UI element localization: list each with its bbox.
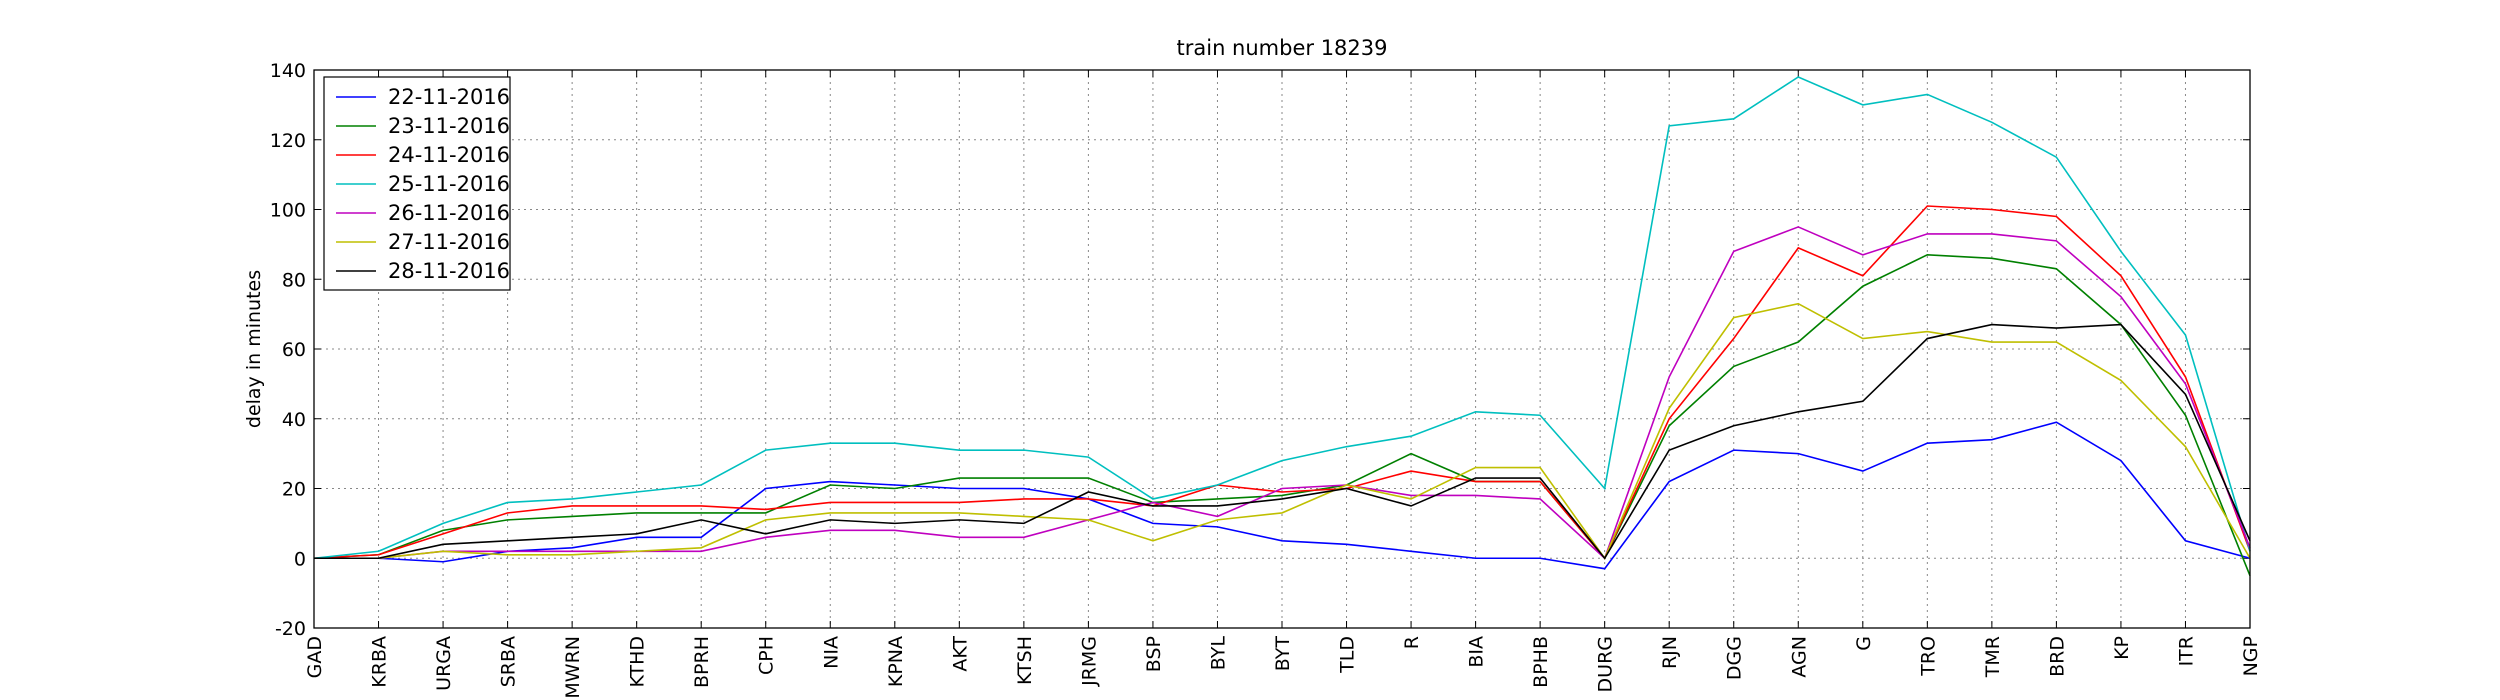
- x-tick-label: TRO: [1917, 636, 1939, 677]
- series-line: [314, 323, 2251, 560]
- series-line: [314, 302, 2251, 560]
- legend-label: 27-11-2016: [388, 230, 510, 254]
- legend-label: 25-11-2016: [388, 172, 510, 196]
- x-tick-label: ITR: [2175, 636, 2197, 666]
- x-tick-label: KPNA: [885, 636, 907, 687]
- x-tick-label: BRD: [2046, 636, 2068, 677]
- y-axis-label: delay in minutes: [243, 270, 265, 428]
- x-tick-label: BPHB: [1530, 636, 1552, 688]
- plot-frame: [313, 69, 2251, 629]
- legend-label: 22-11-2016: [388, 85, 510, 109]
- x-tick-label: CPH: [756, 636, 778, 675]
- x-tick-label: BYT: [1272, 636, 1294, 672]
- x-tick-label: BSP: [1143, 636, 1165, 672]
- x-tick-label: DGG: [1724, 636, 1746, 680]
- legend-label: 26-11-2016: [388, 201, 510, 225]
- x-tick-label: NGP: [2240, 636, 2262, 676]
- legend: 22-11-2016 23-11-2016 24-11-2016 25-11-2016…: [323, 76, 511, 291]
- y-tick-label: -20: [275, 618, 306, 640]
- x-tick-label: NIA: [820, 636, 842, 669]
- y-tick-label: 120: [270, 130, 306, 152]
- x-tick-label: BYL: [1207, 636, 1229, 671]
- x-tick-label: MWRN: [562, 636, 584, 699]
- legend-label: 24-11-2016: [388, 143, 510, 167]
- x-tick-label: DURG: [1595, 636, 1617, 692]
- x-tick-label: RJN: [1659, 636, 1681, 669]
- series-line: [313, 254, 2251, 576]
- x-tick-label: KTSH: [1014, 636, 1036, 685]
- y-tick-label: 60: [282, 339, 306, 361]
- x-tick-label: KRBA: [369, 636, 391, 688]
- x-tick-label: GAD: [304, 636, 326, 678]
- series-line: [314, 421, 2251, 570]
- x-tick-label: AGN: [1788, 636, 1810, 678]
- x-tick-label: JRMG: [1078, 636, 1100, 687]
- x-tick-label: URGA: [433, 636, 455, 691]
- y-tick-label: 140: [270, 60, 306, 82]
- x-tick-label: SRBA: [498, 636, 520, 687]
- x-tick-label: BPRH: [691, 636, 713, 688]
- x-tick-label: TLD: [1337, 636, 1359, 674]
- series-line: [313, 76, 2251, 560]
- y-tick-label: 80: [282, 269, 306, 291]
- series-line: [313, 205, 2251, 560]
- legend-label: 28-11-2016: [388, 259, 510, 283]
- x-tick-label: AKT: [949, 636, 971, 672]
- x-tick-label: KTHD: [627, 636, 649, 688]
- chart-title: train number 18239: [1177, 36, 1388, 60]
- y-tick-label: 20: [282, 479, 306, 501]
- x-tick-label: BIA: [1466, 636, 1488, 668]
- x-tick-label: G: [1853, 636, 1875, 651]
- x-tick-label: R: [1401, 636, 1423, 649]
- y-tick-label: 0: [294, 548, 306, 570]
- legend-label: 23-11-2016: [388, 114, 510, 138]
- x-tick-label: TMR: [1982, 636, 2004, 678]
- x-tick-label: KP: [2111, 636, 2133, 660]
- y-tick-label: 40: [282, 409, 306, 431]
- y-tick-label: 100: [270, 200, 306, 222]
